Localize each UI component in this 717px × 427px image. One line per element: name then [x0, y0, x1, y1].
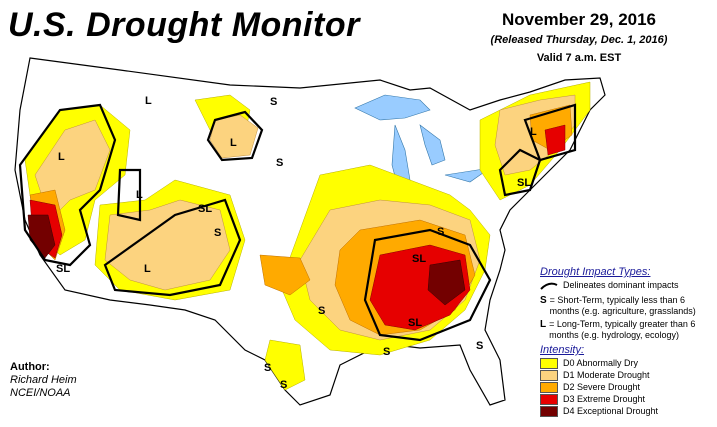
- swatch-d2: [540, 382, 558, 393]
- label-s: S: [214, 227, 221, 239]
- swatch-d0: [540, 358, 558, 369]
- intensity-d1: D1 Moderate Drought: [540, 370, 716, 381]
- label-l: L: [144, 263, 151, 275]
- label-s: S: [270, 96, 277, 108]
- legend-short-term: S = Short-Term, typically less than 6 mo…: [540, 295, 716, 317]
- valid-time: Valid 7 a.m. EST: [536, 52, 622, 64]
- intensity-label: D2 Severe Drought: [563, 382, 641, 392]
- label-s: S: [318, 305, 325, 317]
- intensity-label: D0 Abnormally Dry: [563, 358, 639, 368]
- intensity-d3: D3 Extreme Drought: [540, 394, 716, 405]
- map-date: November 29, 2016: [501, 10, 657, 29]
- legend-long-term: L = Long-Term, typically greater than 6 …: [540, 319, 716, 341]
- intensity-d4: D4 Exceptional Drought: [540, 406, 716, 417]
- impact-types-heading: Drought Impact Types:: [540, 266, 651, 278]
- label-sl: SL: [56, 263, 70, 275]
- swatch-d3: [540, 394, 558, 405]
- intensity-d0: D0 Abnormally Dry: [540, 358, 716, 369]
- label-l: L: [58, 151, 65, 163]
- label-l: L: [136, 189, 143, 201]
- swatch-d1: [540, 370, 558, 381]
- delineation-text: Delineates dominant impacts: [563, 280, 679, 290]
- long-term-text: = Long-Term, typically greater than 6 mo…: [549, 319, 696, 340]
- author-name: Richard Heim: [10, 374, 77, 386]
- impact-labels: L S L L S L SL S SL L SL SL S S S S L SL…: [56, 95, 537, 391]
- impact-boundaries: [18, 103, 577, 342]
- swatch-d4: [540, 406, 558, 417]
- label-sl: SL: [412, 253, 426, 265]
- label-s: S: [264, 362, 271, 374]
- short-term-text: = Short-Term, typically less than 6 mont…: [549, 295, 696, 316]
- label-sl: SL: [517, 177, 531, 189]
- label-sl: SL: [198, 203, 212, 215]
- intensity-legend: Intensity: D0 Abnormally Dry D1 Moderate…: [540, 345, 716, 417]
- release-note: (Released Thursday, Dec. 1, 2016): [490, 34, 668, 46]
- intensity-label: D4 Exceptional Drought: [563, 406, 659, 416]
- label-l: L: [230, 137, 237, 149]
- author-org: NCEI/NOAA: [10, 387, 71, 399]
- label-s: S: [476, 340, 483, 352]
- long-term-key: L: [540, 319, 547, 330]
- label-s: S: [437, 226, 444, 238]
- intensity-label: D1 Moderate Drought: [563, 370, 650, 380]
- delineation-line-icon: [540, 282, 558, 290]
- legend: Drought Impact Types: Delineates dominan…: [540, 267, 716, 418]
- label-sl: SL: [408, 317, 422, 329]
- label-s: S: [280, 379, 287, 391]
- intensity-d2: D2 Severe Drought: [540, 382, 716, 393]
- label-s: S: [383, 346, 390, 358]
- label-s: S: [276, 157, 283, 169]
- intensity-heading: Intensity:: [540, 344, 585, 356]
- intensity-label: D3 Extreme Drought: [563, 394, 646, 404]
- label-l: L: [145, 95, 152, 107]
- author-label: Author:: [10, 361, 50, 373]
- legend-delineation: Delineates dominant impacts: [540, 280, 716, 291]
- label-l: L: [530, 126, 537, 138]
- short-term-key: S: [540, 295, 547, 306]
- page-title: U.S. Drought Monitor: [8, 6, 360, 44]
- d4-areas: [27, 214, 466, 306]
- author-block: Author: Richard Heim NCEI/NOAA: [10, 361, 77, 400]
